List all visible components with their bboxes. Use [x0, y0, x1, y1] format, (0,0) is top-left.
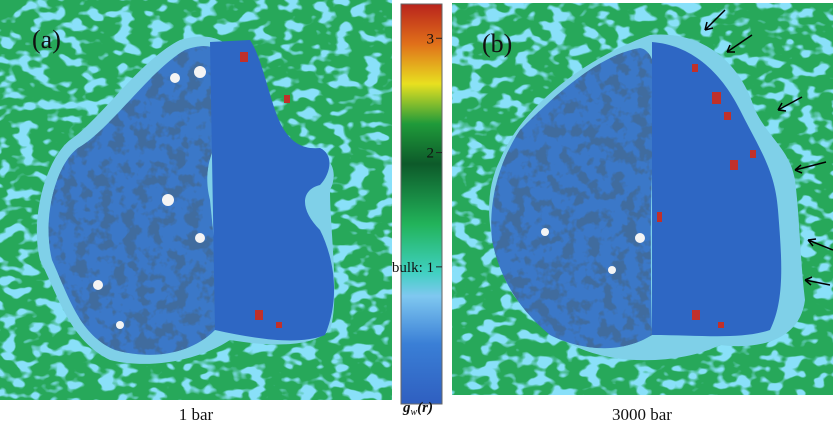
density-cut	[652, 42, 782, 337]
colorbar-tick-label: 3	[427, 31, 435, 47]
colorbar-tick-label: 2	[427, 146, 435, 162]
colorbar-tick-label: bulk: 1	[392, 260, 434, 276]
panel-label: (b)	[482, 29, 512, 58]
colorbar-title: gw(r)	[402, 400, 433, 418]
colorbar: gw(r) bulk: 1 2 3	[392, 3, 443, 418]
molecule-texture	[48, 46, 234, 355]
panel-label: (a)	[32, 25, 61, 54]
highlights	[93, 66, 206, 329]
hotspots	[657, 64, 756, 328]
molecule-texture	[491, 48, 657, 349]
panel-caption: 1 bar	[179, 405, 214, 424]
panel-b: (b)	[452, 3, 833, 395]
colorbar-gradient	[400, 3, 443, 405]
density-cut	[210, 40, 335, 341]
arrows	[704, 9, 833, 286]
hotspots	[240, 52, 290, 328]
highlights	[541, 228, 645, 274]
panel-a: (a)	[0, 0, 392, 400]
panel-caption: 3000 bar	[612, 405, 672, 424]
